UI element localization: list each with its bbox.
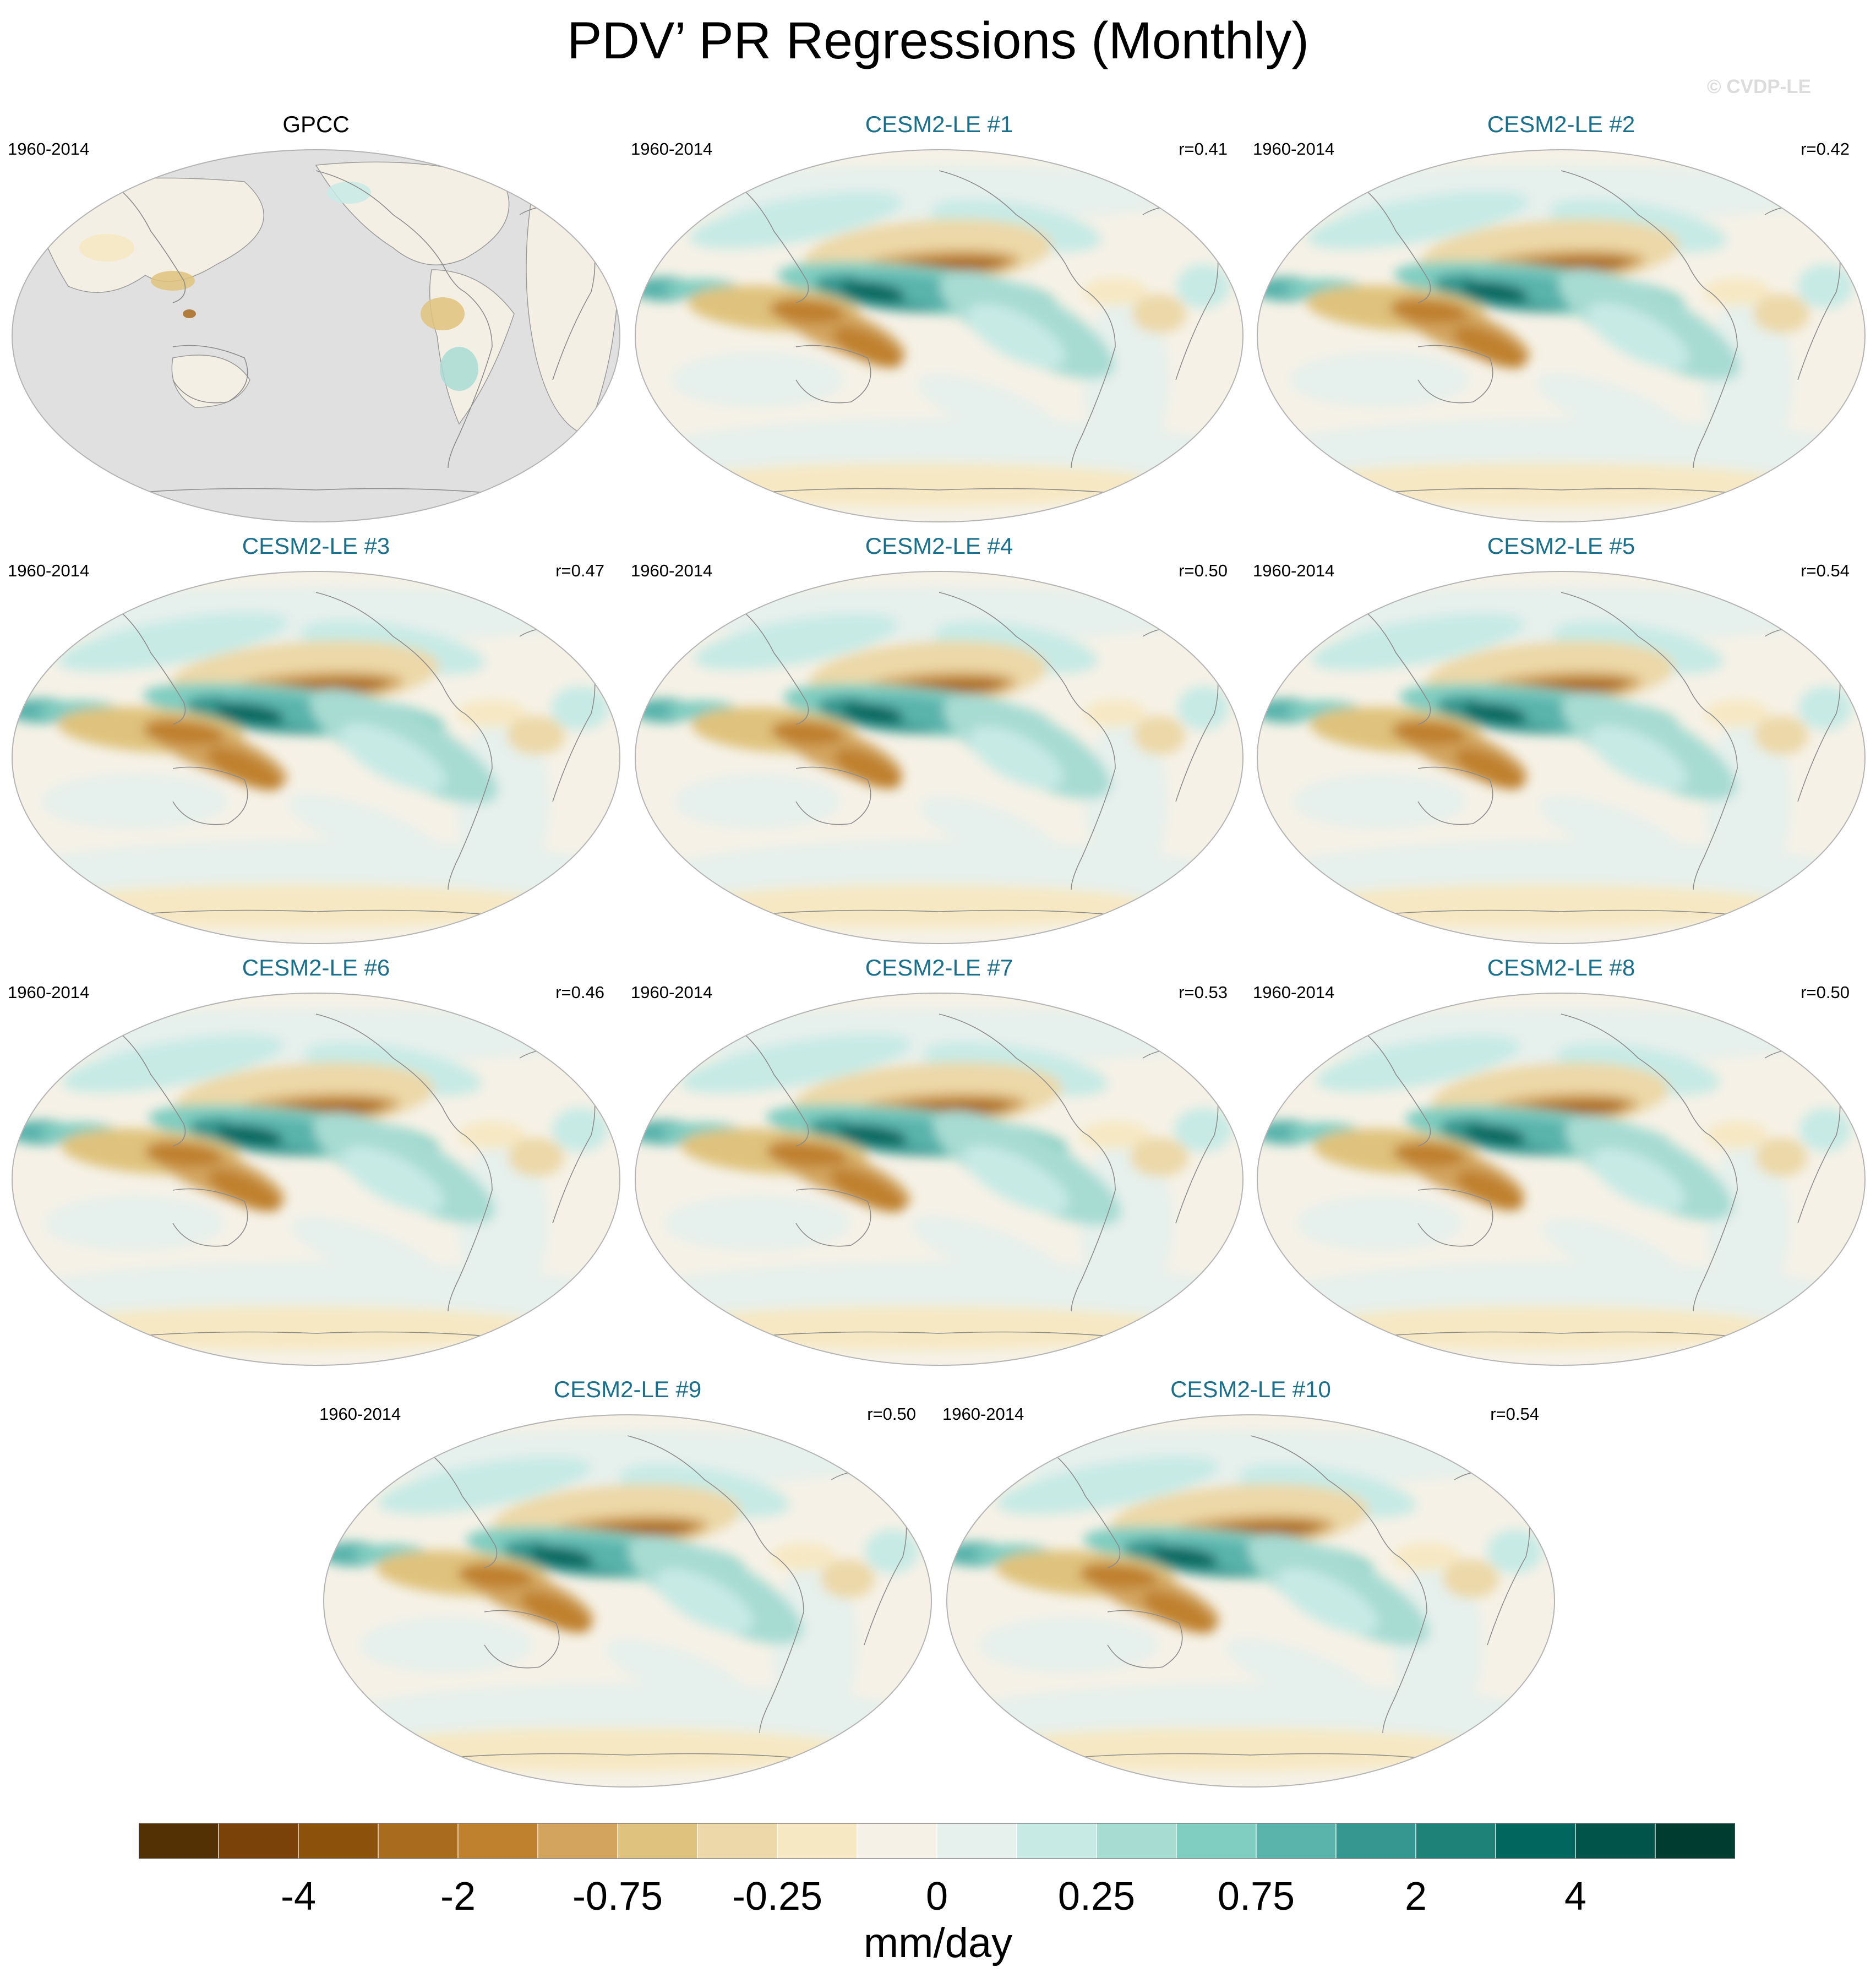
colorbar-tick-label: -0.75: [572, 1875, 663, 1919]
colorbar-swatch: [1016, 1823, 1097, 1859]
map-panel: CESM2-LE #1 1960-2014 r=0.41: [631, 110, 1247, 522]
colorbar-tick-label: -0.25: [732, 1875, 823, 1919]
map-outline: [1257, 571, 1866, 944]
colorbar-swatch: [857, 1823, 937, 1859]
panel-title: CESM2-LE #5: [1487, 533, 1635, 559]
panel-title: CESM2-LE #3: [242, 533, 390, 559]
panel-years: 1960-2014: [1253, 983, 1335, 1002]
colorbar-swatch: [936, 1823, 1017, 1859]
colorbar-swatch: [1335, 1823, 1416, 1859]
panel-title: CESM2-LE #9: [553, 1376, 702, 1402]
panel-correlation: r=0.42: [1801, 139, 1850, 159]
panel-correlation: r=0.47: [555, 561, 604, 580]
colorbar-swatch: [218, 1823, 299, 1859]
panel-years: 1960-2014: [319, 1404, 401, 1424]
map-panel: CESM2-LE #5 1960-2014 r=0.54: [1253, 532, 1869, 944]
figure-title: PDV’ PR Regressions (Monthly): [567, 12, 1309, 70]
map-panel: CESM2-LE #4 1960-2014 r=0.50: [631, 532, 1247, 944]
map-outline: [12, 571, 620, 944]
map-panel: CESM2-LE #9 1960-2014 r=0.50: [319, 1375, 936, 1788]
panel-correlation: r=0.54: [1490, 1404, 1539, 1424]
colorbar-labels: -4 -2 -0.75 -0.25 0 0.25 0.75 2 4: [0, 1872, 1876, 1921]
map-panel: CESM2-LE #3 1960-2014 r=0.47: [8, 532, 624, 944]
colorbar-units: mm/day: [863, 1920, 1013, 1966]
map-outline: [1257, 149, 1866, 522]
colorbar-swatch: [1256, 1823, 1337, 1859]
panel-correlation: r=0.50: [867, 1404, 916, 1424]
panel-title: CESM2-LE #8: [1487, 955, 1635, 980]
world-map: [12, 149, 620, 522]
colorbar-tick-label: 0.75: [1217, 1875, 1295, 1919]
colorbar-swatch: [1176, 1823, 1257, 1859]
map-panel: CESM2-LE #2 1960-2014 r=0.42: [1253, 110, 1869, 522]
world-map: [1257, 571, 1866, 944]
panel-years: 1960-2014: [1253, 139, 1335, 159]
colorbar-swatch: [617, 1823, 698, 1859]
world-map: [1257, 993, 1866, 1366]
map-outline: [12, 149, 620, 522]
map-outline: [635, 993, 1244, 1366]
colorbar-swatch: [697, 1823, 778, 1859]
map-outline: [946, 1414, 1555, 1788]
world-map: [635, 149, 1244, 522]
panel-title: CESM2-LE #10: [1170, 1376, 1331, 1402]
colorbar-swatch: [1575, 1823, 1656, 1859]
panel-years: 1960-2014: [631, 139, 713, 159]
map-outline: [1257, 993, 1866, 1366]
world-map: [12, 571, 620, 944]
map-outline: [635, 149, 1244, 522]
world-map: [12, 993, 620, 1366]
world-map: [946, 1414, 1555, 1788]
colorbar-tick-label: -4: [280, 1875, 317, 1919]
map-panel: CESM2-LE #8 1960-2014 r=0.50: [1253, 953, 1869, 1366]
panel-title: CESM2-LE #7: [865, 955, 1013, 980]
colorbar-swatch: [777, 1823, 858, 1859]
panel-years: 1960-2014: [631, 983, 713, 1002]
world-map: [635, 571, 1244, 944]
colorbar-swatch: [378, 1823, 459, 1859]
panel-title: CESM2-LE #6: [242, 955, 390, 980]
colorbar-swatch: [537, 1823, 618, 1859]
colorbar-swatch: [457, 1823, 538, 1859]
map-outline: [12, 993, 620, 1366]
watermark: © CVDP-LE: [1706, 76, 1811, 97]
map-panel: CESM2-LE #10 1960-2014 r=0.54: [942, 1375, 1559, 1788]
colorbar-swatch: [1096, 1823, 1177, 1859]
map-panel: CESM2-LE #6 1960-2014 r=0.46: [8, 953, 624, 1366]
panel-correlation: r=0.54: [1801, 561, 1850, 580]
colorbar-tick-label: 2: [1404, 1875, 1427, 1919]
panel-years: 1960-2014: [8, 139, 90, 159]
colorbar-tick-label: 0.25: [1057, 1875, 1136, 1919]
colorbar-swatch: [298, 1823, 379, 1859]
colorbar-swatch: [1495, 1823, 1576, 1859]
panel-correlation: r=0.53: [1179, 983, 1228, 1002]
map-outline: [635, 571, 1244, 944]
colorbar-swatch: [1655, 1823, 1735, 1859]
map-panel: CESM2-LE #7 1960-2014 r=0.53: [631, 953, 1247, 1366]
panel-years: 1960-2014: [631, 561, 713, 580]
panel-title: GPCC: [282, 111, 350, 137]
world-map: [1257, 149, 1866, 522]
panel-title: CESM2-LE #2: [1487, 111, 1635, 137]
panel-title: CESM2-LE #1: [865, 111, 1013, 137]
panel-years: 1960-2014: [942, 1404, 1024, 1424]
panel-years: 1960-2014: [8, 983, 90, 1002]
colorbar-tick-label: 0: [925, 1875, 948, 1919]
map-outline: [323, 1414, 932, 1788]
colorbar-tick-label: -2: [440, 1875, 476, 1919]
panel-correlation: r=0.46: [555, 983, 604, 1002]
panel-years: 1960-2014: [1253, 561, 1335, 580]
panel-title: CESM2-LE #4: [865, 533, 1013, 559]
panel-correlation: r=0.50: [1801, 983, 1850, 1002]
world-map: [635, 993, 1244, 1366]
panel-correlation: r=0.50: [1179, 561, 1228, 580]
colorbar-tick-label: 4: [1564, 1875, 1587, 1919]
panel-years: 1960-2014: [8, 561, 90, 580]
map-panel: GPCC 1960-2014: [8, 110, 624, 522]
panel-correlation: r=0.41: [1179, 139, 1228, 159]
colorbar-swatch: [1415, 1823, 1496, 1859]
colorbar: [139, 1823, 1735, 1859]
world-map: [323, 1414, 932, 1788]
colorbar-swatch: [139, 1823, 219, 1859]
